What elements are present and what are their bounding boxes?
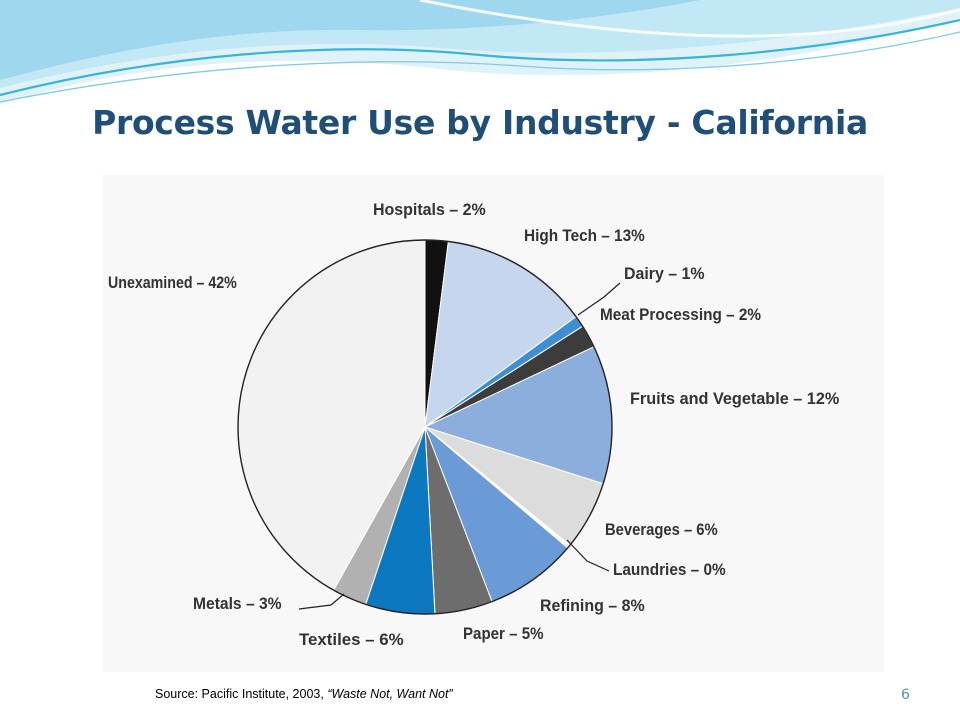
leader-line — [566, 539, 610, 572]
chart-panel: Hospitals – 2% High Tech – 13% Dairy – 1% M… — [103, 175, 884, 672]
source-note: Source: Pacific Institute, 2003, “Waste … — [155, 687, 453, 701]
slice-label: Textiles – 6% — [299, 630, 404, 649]
slice-label: Metals – 3% — [193, 594, 282, 613]
pie-outline — [237, 239, 613, 615]
slice-label: Dairy – 1% — [624, 264, 705, 283]
slice-label: Refining – 8% — [540, 596, 645, 615]
slice-label: Unexamined – 42% — [108, 273, 237, 292]
slice-label: Meat Processing – 2% — [600, 305, 761, 324]
slice-label: High Tech – 13% — [524, 226, 645, 245]
leader-line — [298, 593, 345, 610]
leader-line — [577, 282, 621, 316]
source-title: “Waste Not, Want Not” — [327, 687, 453, 701]
slide-title: Process Water Use by Industry - Californ… — [92, 103, 868, 142]
slice-label: Laundries – 0% — [613, 560, 726, 579]
source-prefix: Source: Pacific Institute, 2003, — [155, 687, 328, 701]
slice-label: Beverages – 6% — [605, 520, 718, 539]
slice-label: Hospitals – 2% — [373, 200, 486, 219]
page-number: 6 — [901, 687, 910, 703]
header-wave-decoration — [0, 0, 960, 104]
slice-label: Fruits and Vegetable – 12% — [630, 389, 839, 408]
pie-chart: Hospitals – 2% High Tech – 13% Dairy – 1% M… — [108, 200, 839, 649]
slice-label: Paper – 5% — [463, 624, 544, 643]
